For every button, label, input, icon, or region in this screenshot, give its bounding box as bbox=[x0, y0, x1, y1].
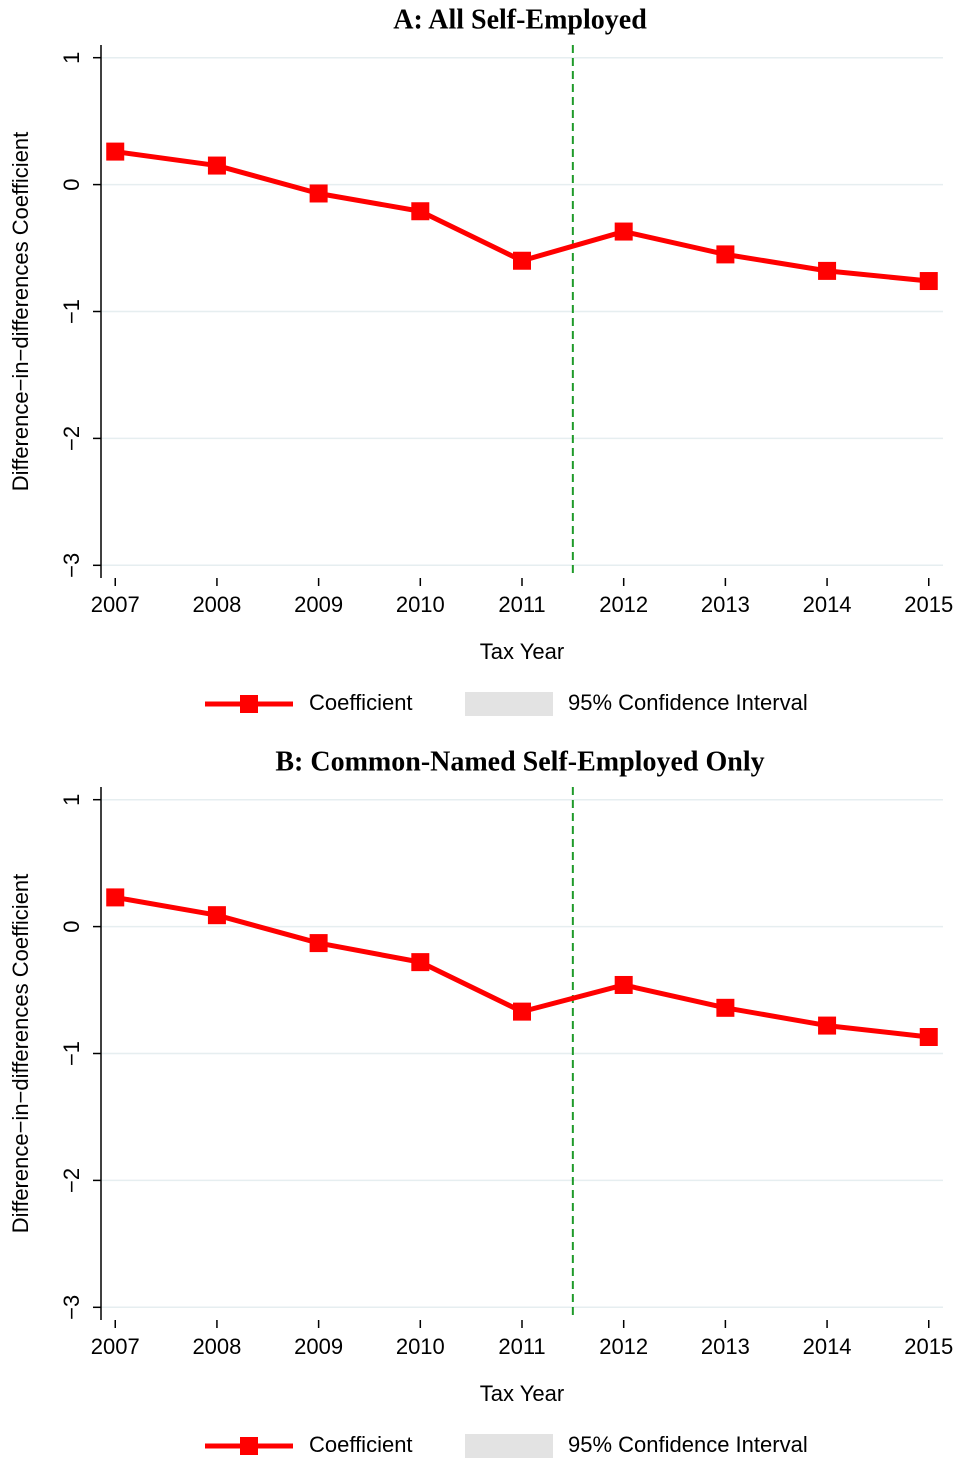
marker bbox=[513, 1002, 531, 1021]
x-tick-label: 2010 bbox=[396, 1334, 445, 1359]
y-axis-label: Difference−in−differences Coefficient bbox=[8, 132, 33, 492]
x-tick-label: 2014 bbox=[803, 1334, 852, 1359]
marker bbox=[818, 261, 837, 280]
chart-title: A: All Self-Employed bbox=[393, 4, 647, 35]
x-tick-label: 2007 bbox=[91, 1334, 140, 1359]
x-tick-label: 2011 bbox=[498, 1334, 545, 1359]
y-tick-label: −1 bbox=[59, 1041, 84, 1066]
marker bbox=[207, 156, 226, 175]
marker bbox=[614, 975, 633, 994]
legend-label: 95% Confidence Interval bbox=[568, 690, 808, 715]
x-tick-label: 2015 bbox=[904, 1334, 953, 1359]
x-axis-label: Tax Year bbox=[480, 1381, 564, 1406]
marker bbox=[207, 906, 226, 925]
legend-label: Coefficient bbox=[309, 1432, 413, 1457]
chart-title: B: Common-Named Self-Employed Only bbox=[275, 746, 764, 777]
x-tick-label: 2012 bbox=[599, 592, 648, 617]
x-tick-label: 2010 bbox=[396, 592, 445, 617]
x-tick-label: 2009 bbox=[294, 1334, 343, 1359]
marker bbox=[309, 934, 328, 953]
y-tick-label: −3 bbox=[59, 1295, 84, 1320]
marker bbox=[716, 245, 735, 264]
legend-label: 95% Confidence Interval bbox=[568, 1432, 808, 1457]
y-tick-label: 0 bbox=[59, 178, 84, 190]
legend-marker bbox=[240, 695, 258, 713]
x-tick-label: 2011 bbox=[498, 592, 545, 617]
y-tick-label: −2 bbox=[59, 1168, 84, 1193]
legend-swatch bbox=[465, 1434, 553, 1458]
x-axis-label: Tax Year bbox=[480, 639, 564, 664]
x-tick-label: 2007 bbox=[91, 592, 140, 617]
legend-label: Coefficient bbox=[309, 690, 413, 715]
marker bbox=[411, 202, 430, 221]
marker bbox=[716, 998, 735, 1017]
marker bbox=[106, 888, 125, 907]
legend-swatch bbox=[465, 692, 553, 716]
y-tick-label: 1 bbox=[59, 794, 84, 806]
marker bbox=[106, 142, 125, 161]
x-tick-label: 2013 bbox=[701, 1334, 750, 1359]
y-tick-label: −1 bbox=[59, 299, 84, 324]
x-tick-label: 2015 bbox=[904, 592, 953, 617]
marker bbox=[919, 272, 938, 291]
x-tick-label: 2008 bbox=[192, 592, 241, 617]
marker bbox=[818, 1016, 837, 1035]
y-tick-label: −2 bbox=[59, 426, 84, 451]
y-axis-label: Difference−in−differences Coefficient bbox=[8, 874, 33, 1234]
x-tick-label: 2009 bbox=[294, 592, 343, 617]
marker bbox=[919, 1028, 938, 1047]
y-tick-label: −3 bbox=[59, 553, 84, 578]
x-tick-label: 2012 bbox=[599, 1334, 648, 1359]
x-tick-label: 2013 bbox=[701, 592, 750, 617]
y-tick-label: 0 bbox=[59, 920, 84, 932]
marker bbox=[614, 222, 633, 241]
marker bbox=[411, 953, 430, 972]
marker bbox=[309, 184, 328, 203]
marker bbox=[513, 251, 531, 270]
y-tick-label: 1 bbox=[59, 52, 84, 64]
x-tick-label: 2014 bbox=[803, 592, 852, 617]
x-tick-label: 2008 bbox=[192, 1334, 241, 1359]
legend-marker bbox=[240, 1437, 258, 1455]
